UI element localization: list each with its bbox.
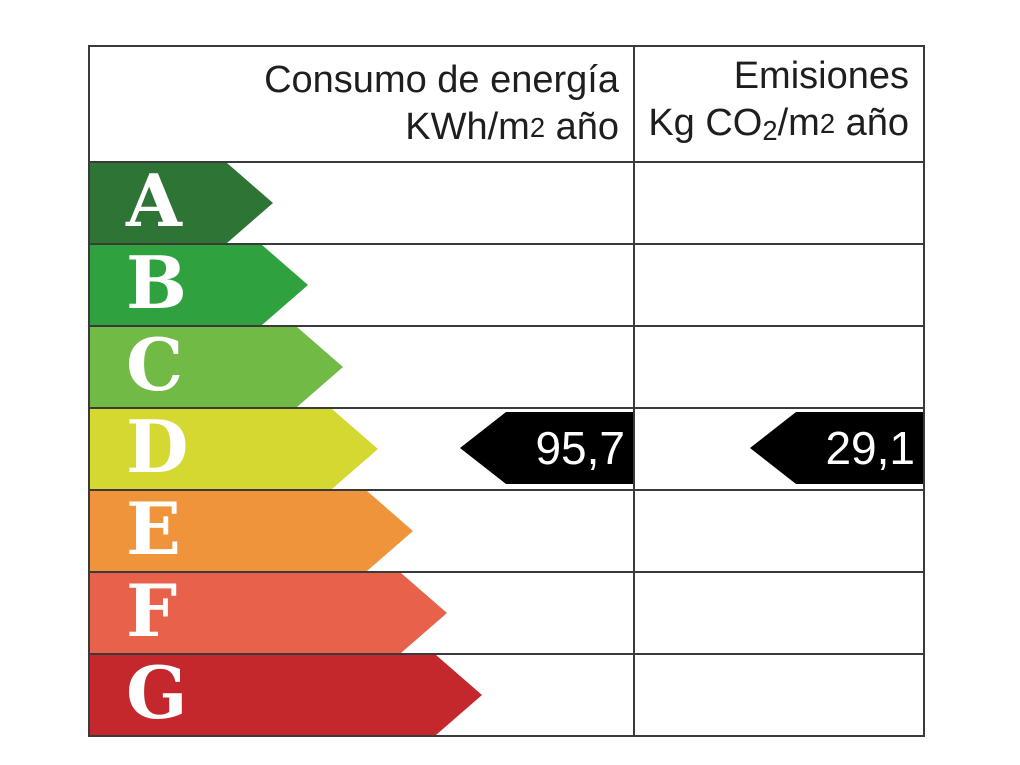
column-divider — [633, 47, 635, 735]
unit-text: año — [545, 106, 619, 149]
rating-bar: E — [90, 491, 413, 571]
rating-bar: D — [90, 409, 378, 489]
rating-row: B — [90, 243, 923, 325]
unit-text: Kg CO — [648, 102, 763, 145]
rating-bar: F — [90, 573, 447, 653]
rating-row: C — [90, 325, 923, 407]
header-emissions: Emisiones Kg CO2/m2 año — [635, 47, 923, 161]
header-consumption-title: Consumo de energía — [264, 58, 619, 101]
subscript-2: 2 — [762, 115, 778, 147]
rating-row: E — [90, 489, 923, 571]
rating-letter: G — [126, 650, 188, 735]
emissions-value: 29,1 — [825, 422, 915, 474]
rating-letter: D — [126, 404, 189, 489]
rating-letter: E — [126, 486, 181, 571]
header-emissions-unit: Kg CO2/m2 año — [648, 100, 909, 154]
rating-bar: G — [90, 655, 482, 735]
header-emissions-title: Emisiones — [733, 55, 909, 98]
rating-letter: C — [126, 322, 184, 407]
rating-table: Consumo de energía KWh/m2 año Emisiones … — [88, 45, 925, 737]
rating-row: F — [90, 571, 923, 653]
unit-text: año — [835, 102, 909, 145]
unit-text: KWh/m — [405, 106, 530, 149]
consumption-value: 95,7 — [535, 422, 625, 474]
superscript-2: 2 — [819, 108, 836, 140]
rating-bar: B — [90, 245, 308, 325]
rating-letter: A — [126, 158, 182, 243]
rating-letter: F — [126, 568, 178, 653]
rating-row: G — [90, 653, 923, 735]
superscript-2: 2 — [529, 111, 546, 143]
rating-bar: A — [90, 163, 273, 243]
rating-row: A — [90, 161, 923, 243]
unit-text: /m — [777, 102, 820, 145]
header-consumption-unit: KWh/m2 año — [405, 104, 619, 151]
rating-letter: B — [126, 240, 187, 325]
rating-bar: C — [90, 327, 343, 407]
header-consumption: Consumo de energía KWh/m2 año — [90, 47, 633, 161]
